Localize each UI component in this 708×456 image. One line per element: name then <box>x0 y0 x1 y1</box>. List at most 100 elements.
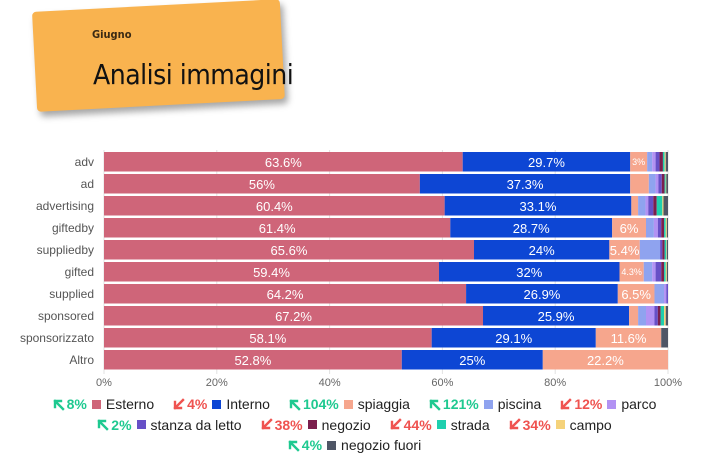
y-category-label: suppliedby <box>37 243 94 257</box>
y-category-label: ad <box>81 177 94 191</box>
y-category-label: supplied <box>49 287 94 301</box>
data-label: 22.2% <box>587 353 624 368</box>
bar-segment-Esterno <box>104 174 420 194</box>
bar-segment-campo <box>664 152 666 172</box>
data-label: 37.3% <box>507 177 544 192</box>
legend-row: 4% negozio fuori <box>0 435 708 456</box>
legend-label: stanza da letto <box>150 416 242 433</box>
legend-item[interactable]: 2% stanza da letto <box>96 416 242 433</box>
data-label: 24% <box>529 243 555 258</box>
chart-title: Analisi immagini <box>93 58 294 91</box>
data-label: 6.5% <box>621 287 651 302</box>
legend-label: strada <box>450 416 490 433</box>
chart-legend: 8% Esterno 4% Interno 104% spiaggia 121% piscin… <box>0 394 708 456</box>
legend-change-value: 12% <box>574 396 603 413</box>
legend-change-value: 38% <box>274 416 303 433</box>
bar-segment-Esterno <box>104 284 467 304</box>
legend-item[interactable]: 38% negozio <box>260 417 371 433</box>
legend-item[interactable]: 4% Interno <box>172 396 270 412</box>
data-label: 60.4% <box>256 199 293 214</box>
x-tick-label: 20% <box>206 377 228 389</box>
bar-segment-negozio <box>662 240 665 260</box>
legend-item[interactable]: 12% parco <box>559 396 656 412</box>
data-label: 61.4% <box>259 221 296 236</box>
legend-change: 34% <box>508 417 551 433</box>
legend-change: 44% <box>389 417 432 433</box>
bar-segment-piscina <box>647 152 653 172</box>
legend-change-value: 2% <box>111 416 132 433</box>
bar-segment-strada <box>664 240 667 260</box>
bar-segment-negozio <box>659 152 663 172</box>
bar-segment-Interno <box>419 174 631 194</box>
legend-swatch <box>212 399 222 409</box>
legend-row: 8% Esterno 4% Interno 104% spiaggia 121% piscin… <box>0 394 708 415</box>
bar-segment-negozio-fuori <box>666 218 668 238</box>
bar-segment-piscina <box>638 306 647 326</box>
legend-change-value: 4% <box>187 396 208 413</box>
arrow-down-left-icon <box>260 418 273 430</box>
bar-segment-parco <box>645 196 649 216</box>
legend-change: 8% <box>52 396 87 412</box>
arrow-up-left-icon <box>52 399 65 411</box>
bar-segment-strada <box>664 174 666 194</box>
bar-segment-campo <box>665 174 667 194</box>
data-label: 25% <box>459 353 485 368</box>
bar-segment-stanza-da-letto <box>658 174 662 194</box>
bar-segment-spiaggia <box>619 262 644 282</box>
bar-segment-Esterno <box>104 328 432 348</box>
legend-label: negozio <box>321 416 371 433</box>
legend-item[interactable]: 4% negozio fuori <box>287 437 421 453</box>
legend-swatch <box>436 420 446 430</box>
data-label: 33.1% <box>520 199 557 214</box>
y-category-label: sponsorizzato <box>20 331 94 345</box>
bar-segment-negozio-fuori <box>661 328 668 348</box>
y-category-label: adv <box>75 155 94 169</box>
legend-change-value: 8% <box>66 396 87 413</box>
legend-item[interactable]: 8% Esterno <box>52 396 154 412</box>
legend-swatch <box>91 399 101 409</box>
x-tick-label: 40% <box>319 377 341 389</box>
bar-segment-spiaggia <box>630 152 648 172</box>
bar-segment-Esterno <box>104 152 463 172</box>
bar-segment-strada <box>656 196 663 216</box>
chart-subtitle: Giugno <box>92 28 132 41</box>
bar-segment-negozio-fuori <box>666 174 668 194</box>
legend-item[interactable]: 104% spiaggia <box>288 396 410 412</box>
bar-segment-negozio-fuori <box>665 306 668 326</box>
data-label: 59.4% <box>253 265 290 280</box>
legend-item[interactable]: 44% strada <box>389 417 490 433</box>
legend-swatch <box>555 420 565 430</box>
bar-segment-piscina <box>639 240 661 260</box>
bar-segment-stanza-da-letto <box>648 196 654 216</box>
bar-segment-Esterno <box>104 218 451 238</box>
arrow-up-left-icon <box>429 399 441 411</box>
stacked-bar-chart: 0% 20% 40% 60% 80% 100% adv 63.6% 29.7% 3% ad 56% 37… <box>20 150 682 389</box>
bar-segment-spiaggia <box>631 196 639 216</box>
bar-segment-Interno <box>462 152 631 172</box>
legend-item[interactable]: 121% piscina <box>428 396 541 412</box>
data-label: 29.1% <box>495 331 532 346</box>
bar-segment-Esterno <box>104 262 440 282</box>
data-label: 3% <box>632 157 645 167</box>
data-label: 11.6% <box>611 331 647 346</box>
bar-segment-parco <box>655 174 659 194</box>
data-label: 26.9% <box>524 287 561 302</box>
data-label: 4.3% <box>621 267 642 277</box>
bar-segment-spiaggia <box>617 284 655 304</box>
bar-segment-negozio <box>657 306 661 326</box>
y-category-label: gifted <box>65 265 94 279</box>
bar-segment-campo <box>662 196 664 216</box>
bar-segment-negozio-fuori <box>663 196 668 216</box>
bar-segment-negozio <box>661 174 665 194</box>
x-tick-label: 100% <box>654 377 682 389</box>
legend-change-value: 34% <box>522 416 551 433</box>
arrow-down-left-icon <box>560 398 573 410</box>
bar-segment-strada <box>660 306 665 326</box>
legend-swatch <box>343 399 353 409</box>
bar-segment-piscina <box>646 218 654 238</box>
legend-swatch <box>307 420 317 430</box>
legend-item[interactable]: 34% campo <box>508 417 612 433</box>
arrow-down-left-icon <box>389 418 402 430</box>
data-label: 25.9% <box>538 309 575 324</box>
data-label: 58.1% <box>249 331 286 346</box>
